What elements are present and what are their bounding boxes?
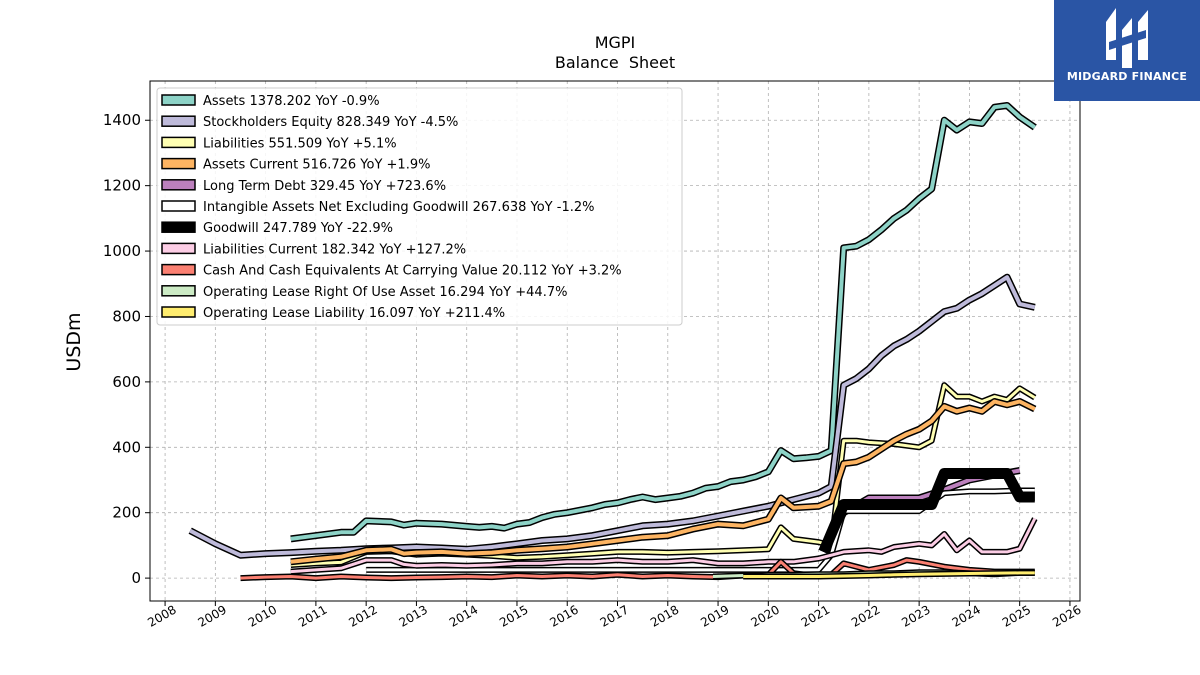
series-line [366,489,1035,572]
x-tick-label: 2015 [497,602,530,629]
legend-item: Liabilities Current 182.342 YoY +127.2% [161,242,466,257]
chart-subtitle: Balance Sheet [555,53,675,72]
legend-label: Long Term Debt 329.45 YoY +723.6% [203,179,446,194]
legend-swatch [161,157,196,170]
series-9 [240,557,1035,582]
series-4 [290,398,1037,566]
x-tick-label: 2016 [547,602,580,629]
series-line [819,469,1035,554]
brand-logo: MIDGARD FINANCE [1054,0,1200,101]
y-tick-label: 600 [112,373,141,391]
y-axis: 0 200 400 600 800 1000 1200 1400 [103,111,150,587]
x-tick-label: 2019 [698,602,731,629]
legend-label: Assets 1378.202 YoY -0.9% [203,94,380,109]
legend-label: Cash And Cash Equivalents At Carrying Va… [203,264,622,279]
series-line [240,558,1035,580]
legend-item: Cash And Cash Equivalents At Carrying Va… [161,263,622,279]
legend-item: Assets Current 516.726 YoY +1.9% [161,157,430,173]
legend-item: Goodwill 247.789 YoY -22.9% [161,221,393,236]
legend-item: Long Term Debt 329.45 YoY +723.6% [161,179,446,194]
legend-swatch [161,306,196,318]
y-tick-label: 200 [112,504,141,522]
x-tick-label: 2026 [1050,602,1083,629]
series-line [743,571,1035,578]
brand-name: MIDGARD FINANCE [1066,70,1188,83]
legend-swatch [161,200,196,212]
legend-label: Liabilities 551.509 YoY +5.1% [203,136,397,151]
legend-item: Operating Lease Right Of Use Asset 16.29… [161,285,567,300]
legend-swatch [161,263,196,276]
legend-label: Operating Lease Liability 16.097 YoY +21… [203,306,505,321]
legend-swatch [161,136,196,149]
legend-item: Assets 1378.202 YoY -0.9% [161,94,380,109]
x-tick-label: 2024 [950,602,983,629]
series-1 [290,102,1037,543]
y-tick-label: 1000 [103,242,141,260]
legend-label: Assets Current 516.726 YoY +1.9% [203,158,430,173]
x-tick-label: 2025 [1000,602,1033,629]
series-layer [188,102,1038,582]
x-tick-label: 2018 [648,602,681,629]
y-tick-label: 0 [131,569,141,587]
legend-swatch [161,94,196,106]
x-tick-label: 2008 [145,602,178,629]
legend-label: Liabilities Current 182.342 YoY +127.2% [203,242,466,257]
x-tick-label: 2020 [748,602,781,629]
legend-swatch [161,179,196,191]
legend-label: Stockholders Equity 828.349 YoY -4.5% [203,115,458,130]
x-tick-label: 2017 [598,602,631,629]
y-tick-label: 400 [112,438,141,456]
legend-item: Intangible Assets Net Excluding Goodwill… [161,200,594,215]
y-axis-label: USDm [63,312,85,371]
x-tick-label: 2022 [849,602,882,629]
legend-swatch [161,285,196,297]
y-tick-label: 1200 [103,177,141,195]
series-line [290,517,1037,574]
x-tick-label: 2012 [346,602,379,629]
legend: Assets 1378.202 YoY -0.9% Stockholders Eq… [156,87,683,326]
y-tick-label: 800 [112,307,141,325]
midgard-logo-icon [1106,8,1148,68]
legend-item: Stockholders Equity 828.349 YoY -4.5% [161,115,458,130]
chart-title: MGPI [595,33,636,52]
x-tick-label: 2011 [296,602,329,629]
series-6 [366,487,1035,573]
legend-swatch [161,115,196,127]
x-tick-label: 2023 [899,602,932,629]
x-tick-label: 2021 [799,602,832,629]
legend-label: Goodwill 247.789 YoY -22.9% [203,221,393,236]
series-8 [290,517,1038,575]
x-axis: 2008 2009 2010 2011 2012 2013 2014 2015 2016 2017… [145,601,1084,630]
legend-swatch [161,242,196,255]
x-tick-label: 2014 [447,602,480,629]
series-line [290,103,1036,541]
legend-item: Operating Lease Liability 16.097 YoY +21… [161,306,505,321]
x-tick-label: 2010 [246,602,279,629]
x-tick-label: 2013 [397,602,430,629]
x-tick-label: 2009 [196,602,229,629]
series-7 [818,468,1035,555]
series-line [290,399,1036,564]
legend-label: Operating Lease Right Of Use Asset 16.29… [203,285,567,300]
legend-frame [156,87,683,326]
legend-item: Liabilities 551.509 YoY +5.1% [161,136,397,151]
series-11 [743,569,1035,580]
y-tick-label: 1400 [103,111,141,129]
legend-swatch [161,221,196,233]
legend-label: Intangible Assets Net Excluding Goodwill… [203,200,594,215]
plot-frame [149,80,1081,602]
